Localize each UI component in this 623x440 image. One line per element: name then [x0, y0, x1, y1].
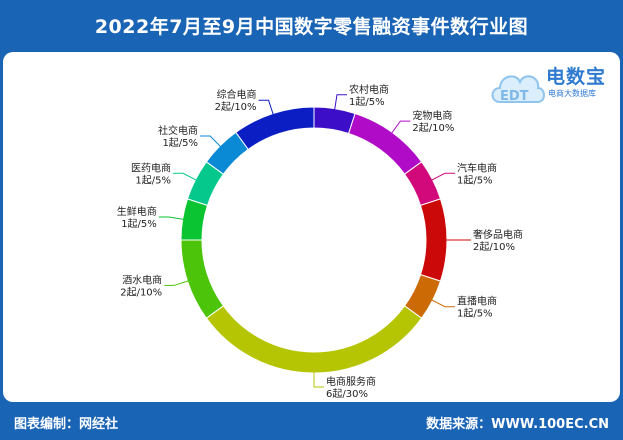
donut-slice [419, 198, 448, 282]
donut-slice [313, 106, 356, 135]
footer-editor: 图表编制：网经社 [14, 416, 119, 432]
chart-panel: 综合电商 2起/10% 农村电商 1起/5% 宠物电商 2起/10% 汽车电商 1起/5% 奢侈… [3, 52, 620, 402]
leader-line [200, 135, 222, 148]
slice-value-label: 1起/5% [121, 218, 157, 230]
leader-line [430, 172, 455, 181]
leader-line [390, 120, 411, 135]
leader-line [333, 94, 347, 111]
slice-name-label: 汽车电商 [457, 161, 497, 174]
slice-value-label: 2起/10% [120, 286, 162, 298]
logo-mark: EDT [500, 89, 529, 104]
leader-line [173, 172, 198, 181]
chart-title: 2022年7月至9月中国数字零售融资事件数行业图 [94, 16, 529, 38]
slice-value-label: 2起/10% [473, 241, 515, 253]
slice-value-label: 1起/5% [135, 174, 171, 186]
slice-value-label: 1起/5% [457, 308, 493, 320]
donut-slice [205, 305, 423, 374]
leader-line [258, 99, 274, 116]
title-bar: 2022年7月至9月中国数字零售融资事件数行业图 [0, 0, 623, 51]
donut-slice [180, 239, 225, 319]
slice-name-label: 农村电商 [349, 83, 389, 96]
leader-line [158, 216, 185, 221]
leader-line [313, 371, 324, 388]
leader-line [430, 299, 455, 308]
leader-line [164, 280, 190, 286]
donut-slice [205, 131, 249, 175]
donut-chart: 综合电商2起/10%农村电商1起/5%宠物电商2起/10%汽车电商1起/5%奢侈… [117, 83, 523, 400]
cloud-icon: EDT [491, 75, 545, 104]
slice-name-label: 生鲜电商 [117, 205, 157, 218]
slice-name-label: 社交电商 [158, 124, 198, 137]
slice-value-label: 1起/5% [162, 137, 198, 149]
slice-name-label: 奢侈品电商 [473, 228, 523, 241]
edt-logo: EDT 电数宝 电商大数据库 [488, 58, 618, 110]
slice-name-label: 医药电商 [131, 161, 171, 174]
logo-subtitle: 电商大数据库 [548, 89, 596, 98]
footer-source: 数据来源：WWW.100EC.CN [426, 416, 609, 432]
slice-value-label: 2起/10% [412, 122, 454, 134]
logo-brand: 电数宝 [546, 66, 607, 88]
donut-slice [347, 112, 423, 175]
slice-name-label: 直播电商 [457, 295, 497, 308]
donut-slice [235, 106, 315, 151]
slice-name-label: 电商服务商 [326, 375, 376, 388]
slice-name-label: 宠物电商 [412, 109, 452, 122]
slice-value-label: 6起/30% [326, 388, 368, 400]
slice-value-label: 1起/5% [457, 174, 493, 186]
slice-name-label: 酒水电商 [122, 273, 162, 286]
footer-bar: 图表编制：网经社 数据来源：WWW.100EC.CN [0, 404, 623, 440]
slice-value-label: 2起/10% [215, 101, 257, 113]
slice-value-label: 1起/5% [349, 96, 385, 108]
donut-slice [180, 198, 209, 241]
slice-name-label: 综合电商 [217, 88, 257, 101]
